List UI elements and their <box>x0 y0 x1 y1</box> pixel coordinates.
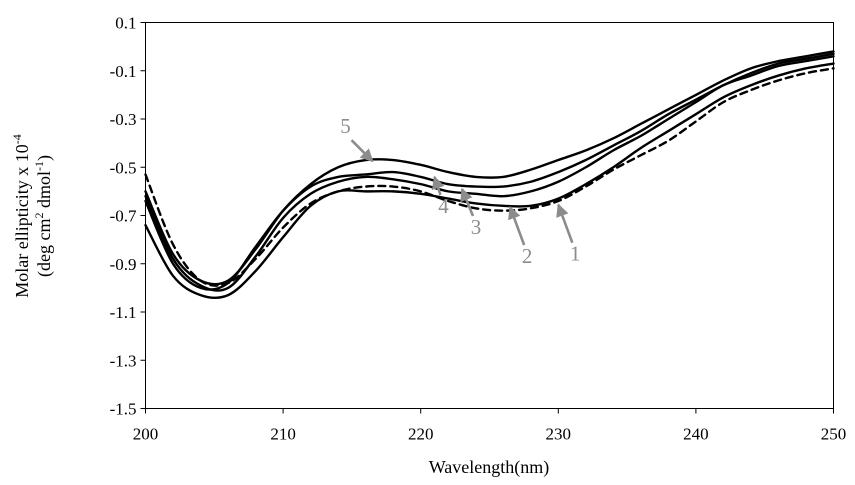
annotation-arrow <box>350 139 374 163</box>
x-tick-label: 220 <box>408 425 434 444</box>
annotation-arrow <box>431 175 445 196</box>
annotation-label: 5 <box>340 114 351 138</box>
series-line-4 <box>144 52 835 291</box>
y-axis-title-exponent: -4 <box>10 134 24 144</box>
annotation-label: 3 <box>471 215 482 239</box>
series-line-1 <box>144 62 835 300</box>
annotations-group: 5 43 2 1 <box>340 114 580 268</box>
y-tick-label: -0.9 <box>110 255 137 274</box>
y-tick-label: -0.1 <box>110 62 137 81</box>
x-tick-label: 250 <box>821 425 847 444</box>
annotation-label: 1 <box>570 242 581 266</box>
x-axis-title: Wavelength(nm) <box>429 457 550 478</box>
y-axis-title: Molar ellipticity x 10-4 (deg cm2 dmol-1… <box>10 134 55 297</box>
y-axis-title-main: Molar ellipticity x 10 <box>12 144 32 297</box>
y-axis-ticks: 0.1 -0.1 -0.3 -0.5 -0.7 -0.9 -1.1 -1.3 -1.5 <box>110 14 146 419</box>
y-tick-label: -0.7 <box>110 207 137 226</box>
series-line-5 <box>144 50 835 286</box>
series-line-2 <box>144 67 835 287</box>
plot-frame <box>145 22 834 409</box>
y-tick-label: -1.5 <box>110 400 137 419</box>
y-axis-title-line1: Molar ellipticity x 10-4 <box>10 134 32 297</box>
x-tick-label: 200 <box>133 425 159 444</box>
y-tick-label: -0.3 <box>110 110 137 129</box>
y-axis-title-line2: (deg cm2 dmol-1) <box>32 155 55 277</box>
curves-group <box>144 50 835 300</box>
y-axis-unit-exp1: 2 <box>32 213 46 219</box>
annotation-label: 2 <box>522 244 533 268</box>
y-axis-unit-exp2: -1 <box>32 161 46 171</box>
y-tick-label: -0.5 <box>110 158 137 177</box>
annotation-label: 4 <box>438 194 449 218</box>
x-tick-label: 230 <box>546 425 572 444</box>
x-axis-ticks: 200 210 220 230 240 250 <box>133 408 847 444</box>
annotation-arrow <box>508 205 526 246</box>
annotation-arrow <box>460 187 475 217</box>
y-axis-unit-suffix: ) <box>34 155 55 161</box>
y-tick-label: -1.1 <box>110 303 137 322</box>
y-tick-label: 0.1 <box>115 14 136 33</box>
y-axis-unit-prefix: (deg cm <box>34 219 55 277</box>
y-axis-unit-mid: dmol <box>34 171 54 213</box>
x-tick-label: 240 <box>683 425 709 444</box>
annotation-arrow <box>556 203 574 244</box>
y-tick-label: -1.3 <box>110 351 137 370</box>
x-tick-label: 210 <box>270 425 296 444</box>
